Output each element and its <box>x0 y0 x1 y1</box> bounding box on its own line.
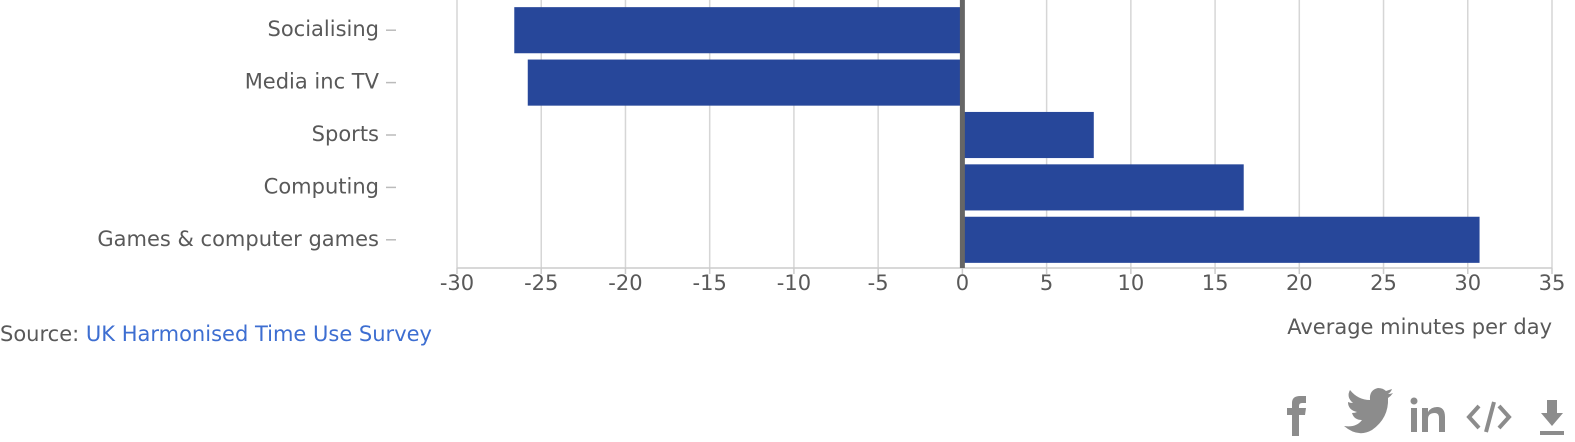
y-tick-label: Media inc TV <box>245 70 380 94</box>
x-axis-label: Average minutes per day <box>1287 315 1552 339</box>
bar <box>527 59 963 106</box>
linkedin-icon[interactable] <box>1410 397 1446 433</box>
x-tick-label: 20 <box>1286 271 1313 295</box>
bar <box>514 7 963 54</box>
x-tick-label: 30 <box>1454 271 1481 295</box>
twitter-icon[interactable] <box>1344 388 1393 434</box>
source-label: Source: <box>0 322 79 346</box>
bar <box>962 111 1094 159</box>
y-tick-label: Computing <box>264 174 379 198</box>
bar <box>962 216 1480 263</box>
x-tick-label: -25 <box>524 271 558 295</box>
download-icon[interactable] <box>1540 400 1564 435</box>
x-tick-label: -15 <box>693 271 727 295</box>
bar <box>962 164 1244 211</box>
facebook-icon[interactable] <box>1287 396 1306 436</box>
y-tick-label: Games & computer games <box>97 227 379 251</box>
x-tick-label: -20 <box>608 271 642 295</box>
x-tick-label: 35 <box>1539 271 1566 295</box>
x-tick-label: 10 <box>1117 271 1144 295</box>
x-tick-label: 0 <box>956 271 969 295</box>
x-tick-label: 5 <box>1040 271 1053 295</box>
x-tick-label: -30 <box>440 271 474 295</box>
x-tick-label: 15 <box>1202 271 1229 295</box>
source-link[interactable]: UK Harmonised Time Use Survey <box>86 322 432 346</box>
x-tick-label: 25 <box>1370 271 1397 295</box>
x-tick-label: -10 <box>777 271 811 295</box>
share-icons <box>1287 388 1564 436</box>
y-tick-label: Socialising <box>267 17 379 41</box>
source: Source: UK Harmonised Time Use Survey <box>0 322 432 346</box>
embed-icon[interactable] <box>1466 401 1512 433</box>
y-tick-label: Sports <box>312 122 379 146</box>
x-tick-label: -5 <box>868 271 889 295</box>
